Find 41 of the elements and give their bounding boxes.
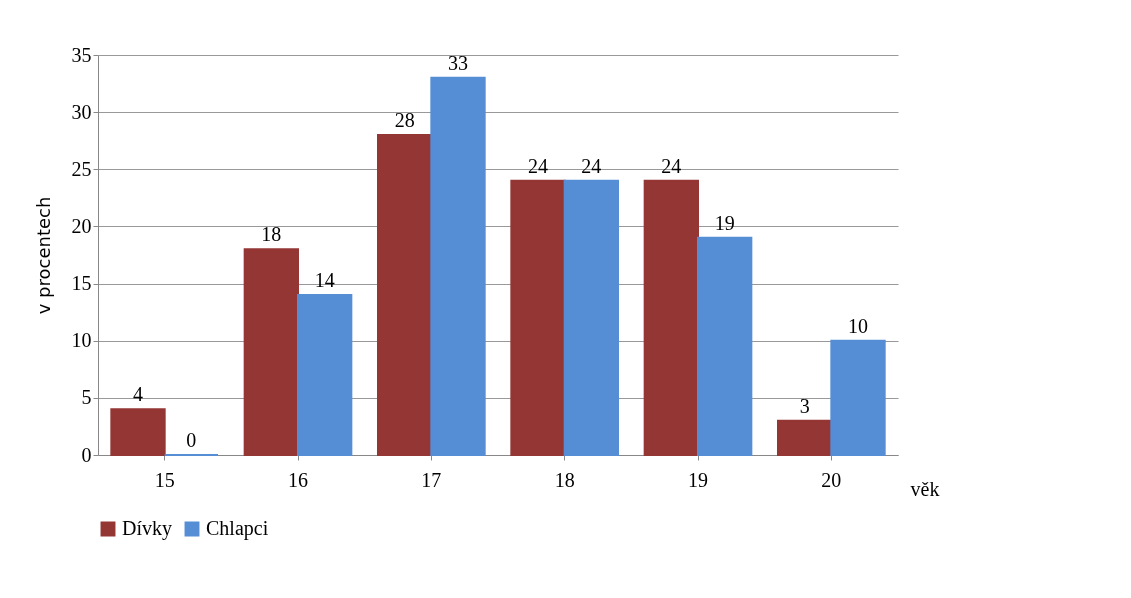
x-axis-title: věk [910,477,940,500]
y-tick-label: 15 [71,272,92,295]
data-label: 28 [394,109,415,131]
data-label: 24 [581,154,602,177]
bar [563,179,619,456]
y-tick-label: 20 [71,214,92,237]
data-label: 10 [848,314,868,337]
data-label: 14 [314,269,335,291]
y-tick-label: 10 [71,329,92,352]
bar [510,179,566,456]
legend-label: Dívky [122,517,172,540]
bar [110,408,166,456]
x-tick-label: 19 [688,468,708,491]
data-label: 19 [714,211,735,234]
data-label: 24 [528,154,548,177]
bar [243,248,299,456]
data-label: 24 [661,154,682,177]
y-axis-title: v procentech [32,196,54,315]
bar [430,76,486,456]
bar [297,294,353,456]
data-label: 0 [186,429,197,451]
y-tick-label: 35 [71,43,92,66]
y-tick-label: 5 [81,386,92,409]
x-tick-label: 15 [154,468,175,491]
x-tick-label: 18 [554,468,575,491]
data-label: 3 [799,394,810,417]
legend-label: Chlapci [206,517,269,540]
data-label: 33 [448,51,468,74]
bar [830,339,886,456]
x-tick-label: 17 [421,468,442,491]
bar [643,179,699,456]
x-tick-label: 16 [288,468,308,491]
data-label: 18 [261,223,282,246]
y-tick-label: 25 [71,157,92,180]
bar [377,134,433,456]
y-tick-label: 30 [71,100,92,123]
bar [697,236,753,456]
y-tick-label: 0 [81,443,92,466]
data-label: 4 [133,383,143,406]
bar [777,419,833,456]
x-tick-label: 20 [821,468,842,491]
